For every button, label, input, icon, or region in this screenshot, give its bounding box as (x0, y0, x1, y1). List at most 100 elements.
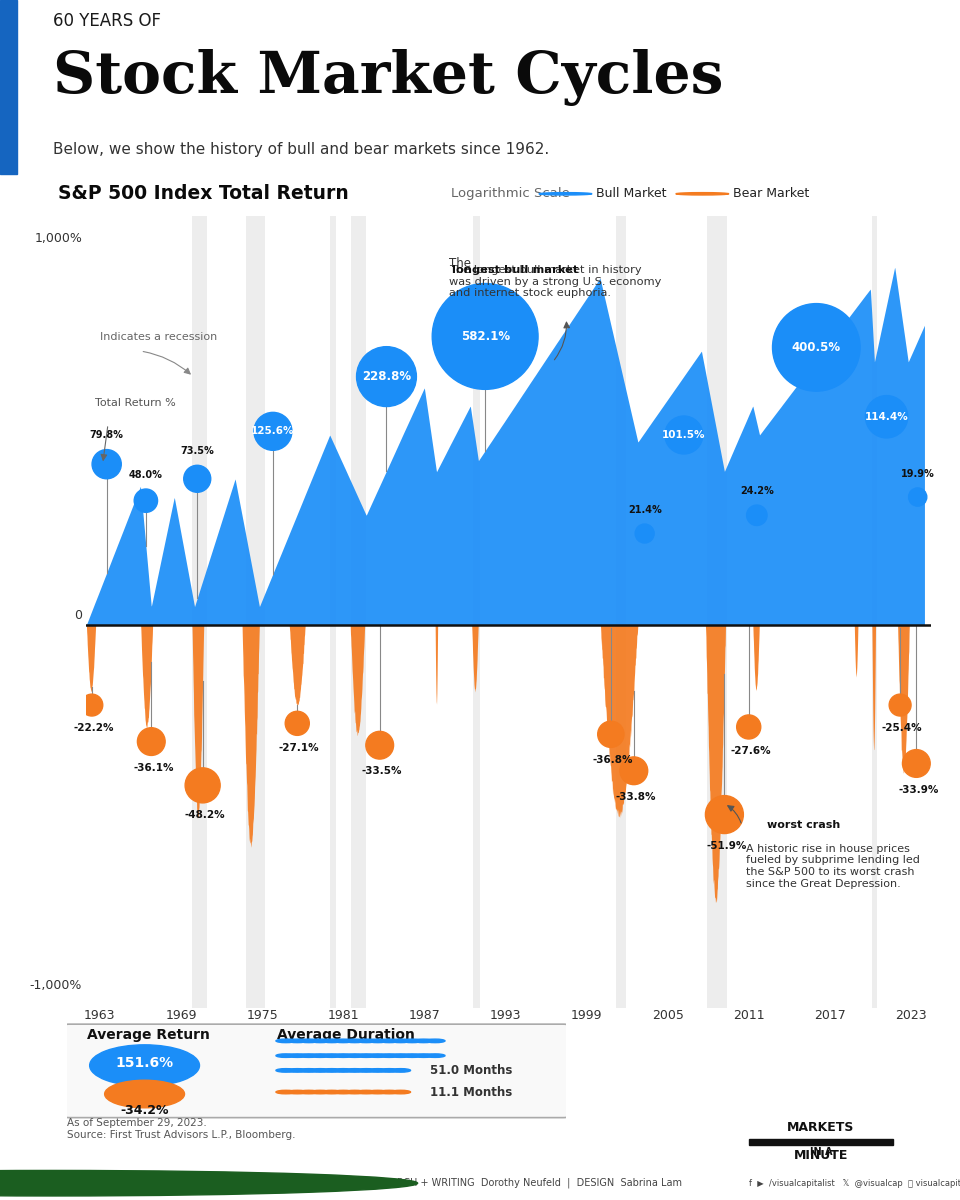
Text: -27.6%: -27.6% (731, 746, 771, 756)
Text: Total Return %: Total Return % (94, 397, 176, 408)
Ellipse shape (773, 304, 860, 391)
Bar (329, 216, 336, 1008)
Ellipse shape (310, 1091, 330, 1094)
Text: 0: 0 (74, 610, 83, 623)
Ellipse shape (322, 1039, 342, 1043)
Text: Indicates a recession: Indicates a recession (100, 332, 217, 342)
Text: -36.1%: -36.1% (133, 763, 174, 773)
Ellipse shape (310, 1054, 330, 1057)
Ellipse shape (345, 1091, 365, 1094)
Ellipse shape (310, 1069, 330, 1072)
Circle shape (676, 193, 729, 194)
Ellipse shape (379, 1039, 399, 1043)
Bar (329, 216, 336, 1008)
Text: Average Duration: Average Duration (276, 1028, 415, 1042)
Text: Bull Market: Bull Market (596, 187, 667, 200)
Ellipse shape (414, 1054, 434, 1057)
Bar (707, 216, 727, 1008)
Ellipse shape (92, 450, 121, 479)
Ellipse shape (356, 347, 417, 407)
Text: VISUAL CAPITALIST: VISUAL CAPITALIST (96, 1178, 216, 1188)
Text: longest bull market: longest bull market (452, 265, 578, 275)
Ellipse shape (333, 1069, 353, 1072)
Ellipse shape (379, 1069, 399, 1072)
Ellipse shape (299, 1039, 319, 1043)
Ellipse shape (322, 1069, 342, 1072)
Text: Average Return: Average Return (87, 1028, 210, 1042)
Ellipse shape (391, 1039, 411, 1043)
Text: 19.9%: 19.9% (900, 469, 934, 479)
Bar (0, 0, 17, 174)
Ellipse shape (134, 490, 157, 512)
Ellipse shape (706, 796, 743, 834)
Ellipse shape (345, 1069, 365, 1072)
Text: -25.4%: -25.4% (882, 724, 923, 733)
Text: 125.6%: 125.6% (252, 426, 295, 437)
Ellipse shape (276, 1039, 296, 1043)
Text: 400.5%: 400.5% (792, 341, 841, 354)
Text: -33.8%: -33.8% (615, 792, 656, 802)
Ellipse shape (137, 727, 165, 756)
Ellipse shape (432, 283, 538, 389)
Text: 11.1 Months: 11.1 Months (430, 1086, 513, 1098)
Text: The: The (448, 257, 474, 270)
Ellipse shape (299, 1069, 319, 1072)
Bar (246, 216, 265, 1008)
Ellipse shape (287, 1091, 307, 1094)
Text: 151.6%: 151.6% (115, 1056, 174, 1069)
Ellipse shape (402, 1054, 422, 1057)
Ellipse shape (902, 750, 930, 778)
Text: 1969: 1969 (165, 1009, 197, 1021)
Ellipse shape (105, 1080, 184, 1108)
Bar (749, 1139, 893, 1145)
Ellipse shape (368, 1091, 388, 1094)
Text: 21.4%: 21.4% (628, 505, 661, 515)
Ellipse shape (89, 1045, 200, 1086)
Bar (707, 216, 727, 1008)
Text: 48.0%: 48.0% (129, 470, 163, 480)
Ellipse shape (356, 1091, 376, 1094)
Text: Stock Market Cycles: Stock Market Cycles (53, 49, 723, 106)
Text: 1963: 1963 (84, 1009, 115, 1021)
Ellipse shape (356, 1069, 376, 1072)
Text: 2017: 2017 (814, 1009, 846, 1021)
Ellipse shape (402, 1039, 422, 1043)
Bar (246, 216, 265, 1008)
Ellipse shape (322, 1054, 342, 1057)
Ellipse shape (185, 768, 220, 803)
Ellipse shape (598, 721, 624, 748)
Text: 2005: 2005 (652, 1009, 684, 1021)
Ellipse shape (391, 1069, 411, 1072)
Text: -22.2%: -22.2% (74, 724, 114, 733)
Ellipse shape (285, 712, 309, 736)
Ellipse shape (310, 1039, 330, 1043)
Ellipse shape (414, 1039, 434, 1043)
Text: Below, we show the history of bull and bear markets since 1962.: Below, we show the history of bull and b… (53, 142, 549, 156)
Text: 60 YEARS OF: 60 YEARS OF (53, 12, 161, 30)
Text: S&P 500 Index Total Return: S&P 500 Index Total Return (58, 185, 348, 203)
Ellipse shape (391, 1054, 411, 1057)
Text: 1,000%: 1,000% (35, 232, 83, 245)
Text: -34.2%: -34.2% (120, 1104, 169, 1117)
Circle shape (0, 1170, 418, 1196)
Text: RESEARCH + WRITING  Dorothy Neufeld  |  DESIGN  Sabrina Lam: RESEARCH + WRITING Dorothy Neufeld | DES… (365, 1178, 682, 1188)
Ellipse shape (254, 413, 292, 450)
Text: 79.8%: 79.8% (89, 431, 124, 440)
Bar (872, 216, 877, 1008)
Ellipse shape (333, 1091, 353, 1094)
Text: f  ▶  /visualcapitalist   𝕏  @visualcap  🌐 visualcapitalist.com: f ▶ /visualcapitalist 𝕏 @visualcap 🌐 vis… (749, 1178, 960, 1188)
Bar (351, 216, 366, 1008)
Text: -27.1%: -27.1% (279, 743, 320, 752)
Text: 1993: 1993 (490, 1009, 521, 1021)
Ellipse shape (287, 1054, 307, 1057)
Text: As of September 29, 2023.
Source: First Trust Advisors L.P., Bloomberg.: As of September 29, 2023. Source: First … (67, 1118, 296, 1140)
Circle shape (539, 193, 592, 194)
Ellipse shape (425, 1054, 445, 1057)
Ellipse shape (322, 1091, 342, 1094)
Ellipse shape (345, 1039, 365, 1043)
Text: 73.5%: 73.5% (180, 446, 214, 456)
Ellipse shape (379, 1091, 399, 1094)
Ellipse shape (368, 1039, 388, 1043)
Ellipse shape (287, 1069, 307, 1072)
Text: -33.9%: -33.9% (899, 785, 939, 794)
